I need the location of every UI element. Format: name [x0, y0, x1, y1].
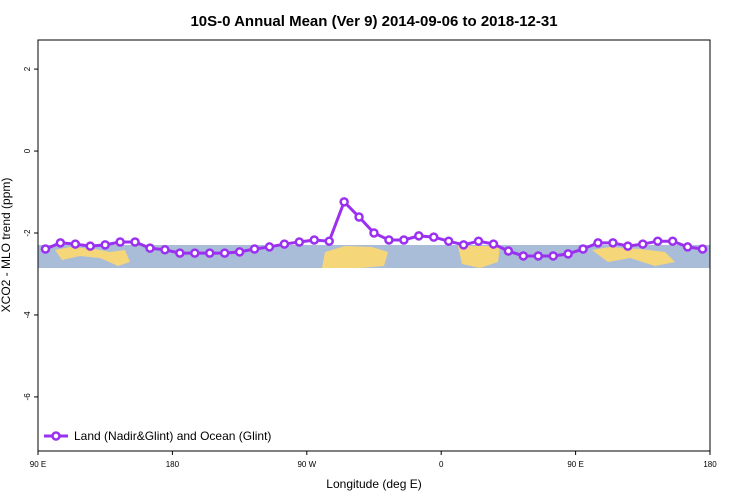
x-tick-label: 90 E [30, 460, 46, 469]
x-tick-label: 180 [166, 460, 180, 469]
data-point [667, 236, 678, 246]
data-point [339, 197, 349, 207]
data-point [279, 239, 290, 249]
chart-title: 10S-0 Annual Mean (Ver 9) 2014-09-06 to … [190, 13, 557, 30]
data-point [473, 236, 484, 246]
data-point [608, 238, 618, 248]
data-point [115, 237, 125, 247]
legend-label: Land (Nadir&Glint) and Ocean (Glint) [74, 429, 271, 443]
data-point [204, 248, 215, 258]
data-point [697, 244, 708, 254]
data-point [384, 235, 394, 245]
data-point [130, 237, 140, 247]
data-point [264, 242, 275, 252]
data-point [563, 249, 573, 259]
x-tick-label: 180 [703, 460, 717, 469]
data-point [682, 242, 693, 252]
land-shape [55, 247, 130, 266]
data-point [548, 251, 558, 261]
y-tick-label: -4 [23, 311, 32, 319]
land-shape [458, 246, 500, 268]
data-point [578, 244, 588, 254]
data-point [55, 238, 66, 248]
data-point [100, 240, 110, 250]
x-tick-label: 0 [439, 460, 444, 469]
data-point [458, 240, 469, 250]
data-point [294, 237, 305, 247]
data-point [234, 247, 245, 257]
data-point [145, 243, 155, 253]
data-point [249, 244, 260, 254]
map-strip [38, 245, 710, 268]
data-point [399, 235, 409, 245]
data-point [354, 212, 364, 222]
data-point [503, 246, 514, 256]
data-point [369, 228, 379, 238]
data-point [309, 235, 320, 245]
data-point [414, 231, 424, 241]
y-tick-label: 2 [23, 66, 32, 71]
data-point [593, 238, 603, 248]
data-point [70, 239, 81, 249]
data-point [428, 232, 439, 242]
data-point [443, 236, 454, 246]
data-point [518, 251, 529, 261]
land-shape [592, 247, 675, 266]
plot-frame [37, 39, 711, 452]
y-tick-label: -6 [23, 393, 32, 401]
data-point [175, 248, 185, 258]
data-point [40, 244, 51, 254]
y-tick-label: -2 [23, 229, 32, 237]
data-point [160, 245, 170, 255]
y-tick-label: 0 [23, 148, 32, 153]
land-shape [322, 246, 388, 268]
data-point [638, 239, 648, 249]
y-axis-label: XCO2 - MLO trend (ppm) [0, 178, 13, 313]
data-point [623, 241, 633, 251]
data-point [190, 248, 200, 258]
data-point [652, 236, 663, 246]
data-point [219, 248, 230, 258]
data-point [85, 241, 96, 251]
x-axis-label: Longitude (deg E) [326, 477, 421, 491]
data-point [533, 251, 544, 261]
x-tick-label: 90 E [567, 460, 583, 469]
data-point [324, 236, 334, 246]
legend-marker [51, 431, 61, 441]
x-tick-label: 90 W [297, 460, 316, 469]
data-point [488, 239, 499, 249]
